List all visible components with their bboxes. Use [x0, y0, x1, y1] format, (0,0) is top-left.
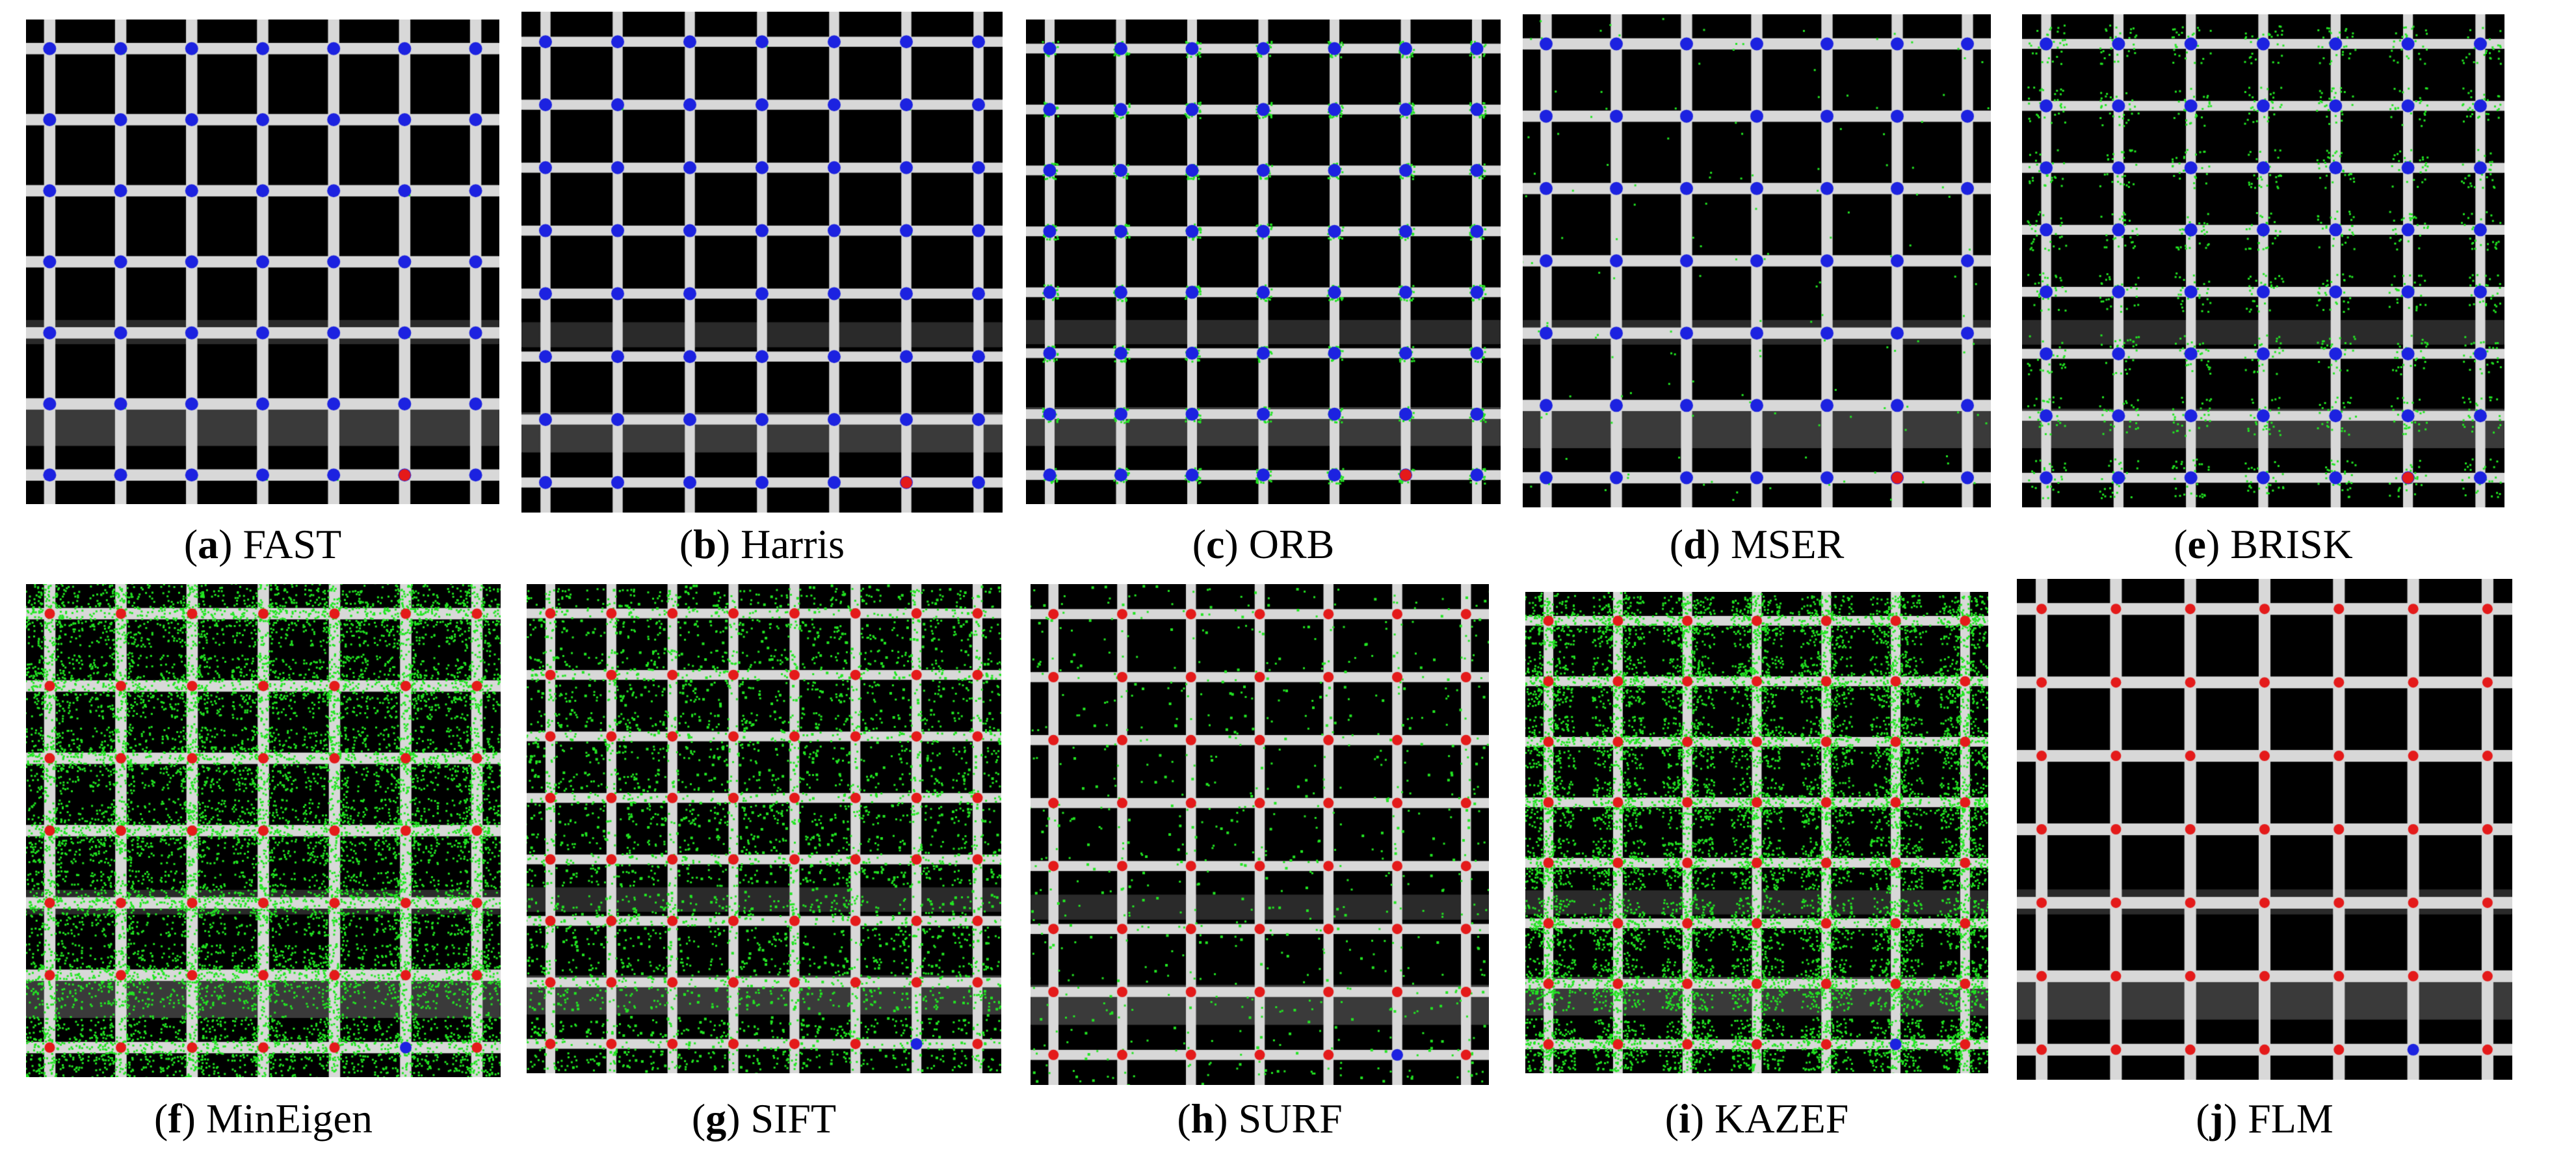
panel-c-image — [1026, 20, 1501, 504]
panel-j-canvas — [2017, 579, 2512, 1080]
panel-h-caption: (h) SURF — [1177, 1095, 1343, 1142]
panel-f-image — [26, 584, 501, 1077]
panel-j-image — [2017, 579, 2512, 1080]
panel-e-image — [2022, 14, 2504, 507]
panel-e-canvas — [2022, 14, 2504, 507]
panel-h-image — [1031, 584, 1489, 1085]
panel-g-caption: (g) SIFT — [691, 1095, 837, 1142]
panel-h-canvas — [1031, 584, 1489, 1085]
panel-f-method: MinEigen — [205, 1095, 373, 1142]
panel-e-letter: e — [2187, 521, 2206, 567]
panel-c-caption: (c) ORB — [1192, 521, 1335, 567]
panel-a-letter: a — [198, 521, 219, 567]
panel-b-canvas — [521, 12, 1003, 513]
panel-b-image — [521, 12, 1003, 513]
panel-b-caption: (b) Harris — [679, 521, 845, 567]
panel-j-method: FLM — [2248, 1095, 2333, 1142]
panel-j-letter: j — [2209, 1095, 2224, 1142]
panel-b-method: Harris — [741, 521, 845, 567]
panel-d-canvas — [1523, 14, 1991, 507]
panel-d-letter: d — [1683, 521, 1707, 567]
panel-d-caption: (d) MSER — [1669, 521, 1845, 567]
panel-a-image — [26, 20, 499, 504]
panel-g-letter: g — [705, 1095, 727, 1142]
panel-f-caption: (f) MinEigen — [154, 1095, 373, 1142]
panel-a-method: FAST — [243, 521, 342, 567]
panel-h-method: SURF — [1238, 1095, 1343, 1142]
panel-b-letter: b — [693, 521, 716, 567]
panel-c-method: ORB — [1248, 521, 1335, 567]
panel-c-canvas — [1026, 20, 1501, 504]
panel-d-method: MSER — [1730, 521, 1845, 567]
panel-e-method: BRISK — [2230, 521, 2353, 567]
panel-g-canvas — [527, 584, 1001, 1073]
panel-a-canvas — [26, 20, 499, 504]
panel-g-image — [527, 584, 1001, 1073]
panel-h-letter: h — [1190, 1095, 1215, 1142]
panel-d-image — [1523, 14, 1991, 507]
panel-f-letter: f — [168, 1095, 182, 1142]
panel-i-letter: i — [1679, 1095, 1690, 1142]
panel-i-canvas — [1525, 592, 1988, 1073]
panel-g-method: SIFT — [750, 1095, 837, 1142]
panel-f-canvas — [26, 584, 501, 1077]
panel-e-caption: (e) BRISK — [2174, 521, 2353, 567]
panel-i-caption: (i) KAZEF — [1664, 1095, 1849, 1142]
panel-i-method: KAZEF — [1715, 1095, 1849, 1142]
panel-a-caption: (a) FAST — [183, 521, 342, 567]
panel-c-letter: c — [1206, 521, 1225, 567]
panel-i-image — [1525, 592, 1988, 1073]
panel-j-caption: (j) FLM — [2196, 1095, 2333, 1142]
